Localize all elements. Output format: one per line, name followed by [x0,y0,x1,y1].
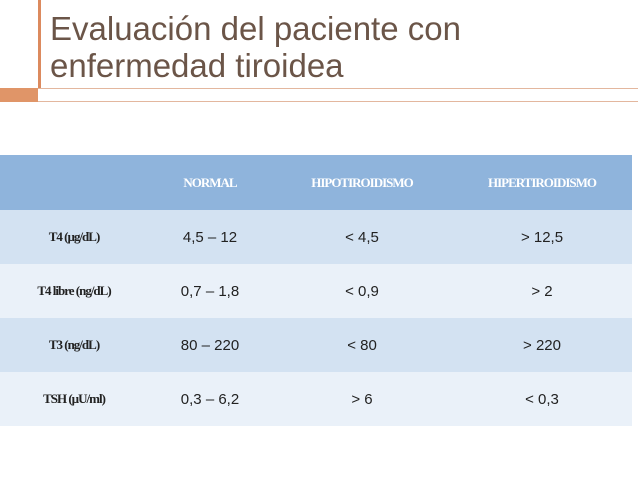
table-row: T3 (ng/dL) 80 – 220 < 80 > 220 [0,318,632,372]
header-hipertiroidismo: HIPERTIROIDISMO [452,155,632,210]
accent-bar [38,0,41,88]
cell-normal: 4,5 – 12 [148,210,272,264]
row-label: T4 libre (ng/dL) [0,264,148,318]
title-rule [38,88,638,102]
cell-hiper: > 220 [452,318,632,372]
table-row: T4 libre (ng/dL) 0,7 – 1,8 < 0,9 > 2 [0,264,632,318]
cell-normal: 0,7 – 1,8 [148,264,272,318]
row-label: T4 (µg/dL) [0,210,148,264]
slide-title: Evaluación del paciente con enfermedad t… [50,10,461,84]
cell-hipo: < 80 [272,318,452,372]
row-label: T3 (ng/dL) [0,318,148,372]
cell-hipo: < 4,5 [272,210,452,264]
accent-square [0,88,38,102]
cell-normal: 0,3 – 6,2 [148,372,272,426]
cell-hiper: < 0,3 [452,372,632,426]
cell-hiper: > 12,5 [452,210,632,264]
cell-hiper: > 2 [452,264,632,318]
thyroid-table: NORMAL HIPOTIROIDISMO HIPERTIROIDISMO T4… [0,155,632,426]
table-header-row: NORMAL HIPOTIROIDISMO HIPERTIROIDISMO [0,155,632,210]
cell-hipo: > 6 [272,372,452,426]
header-hipotiroidismo: HIPOTIROIDISMO [272,155,452,210]
row-label: TSH (µU/ml) [0,372,148,426]
cell-hipo: < 0,9 [272,264,452,318]
table-row: TSH (µU/ml) 0,3 – 6,2 > 6 < 0,3 [0,372,632,426]
header-empty [0,155,148,210]
header-normal: NORMAL [148,155,272,210]
table-row: T4 (µg/dL) 4,5 – 12 < 4,5 > 12,5 [0,210,632,264]
cell-normal: 80 – 220 [148,318,272,372]
